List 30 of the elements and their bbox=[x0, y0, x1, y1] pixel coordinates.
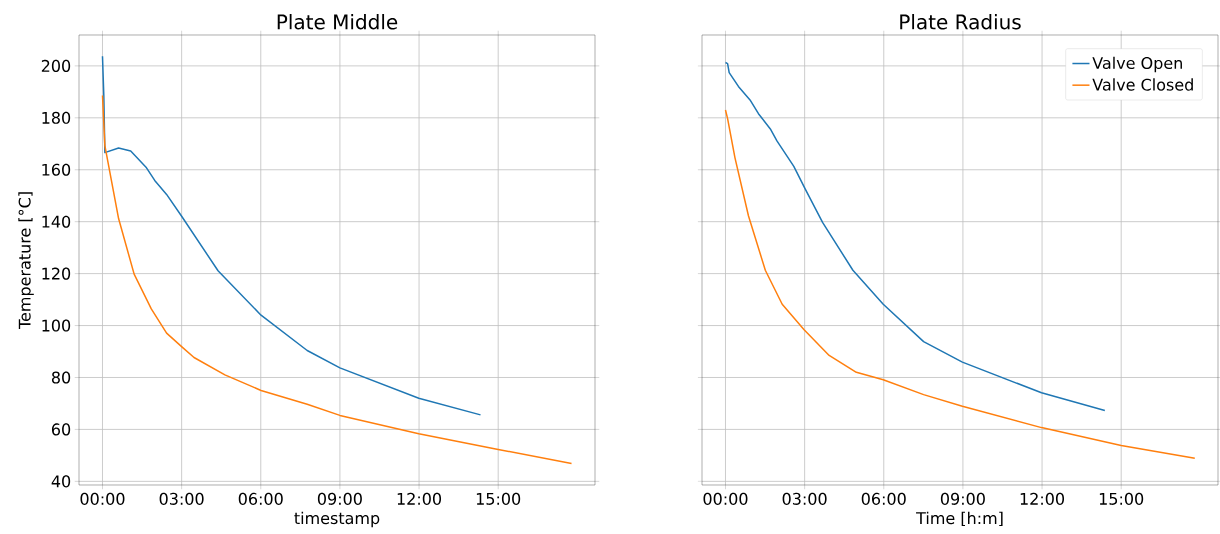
y-tick-label: 200 bbox=[41, 59, 71, 72]
x-tick-label: 12:00 bbox=[1020, 492, 1065, 505]
y-tick-label: 40 bbox=[51, 475, 71, 488]
y-tick-label: 160 bbox=[42, 163, 71, 176]
x-axis-title: Time [h:m] bbox=[916, 511, 1003, 527]
x-tick-label: 06:00 bbox=[238, 492, 283, 505]
x-tick-label: 03:00 bbox=[159, 492, 204, 505]
x-tick-label: 00:00 bbox=[80, 492, 125, 505]
y-tick-label: 140 bbox=[42, 215, 71, 228]
x-tick-label: 06:00 bbox=[861, 492, 906, 505]
x-axis-title: timestamp bbox=[294, 511, 380, 528]
line-series bbox=[101, 55, 482, 416]
chart-title: Plate Radius bbox=[900, 13, 1021, 30]
legend-label: Valve Closed bbox=[1092, 78, 1193, 91]
y-tick-label: 80 bbox=[51, 371, 71, 384]
chart-title: Plate Middle bbox=[277, 13, 398, 30]
x-tick-label: 09:00 bbox=[317, 492, 362, 505]
x-tick-label: 12:00 bbox=[397, 492, 442, 505]
y-axis-title: Temperature [°C] bbox=[18, 192, 34, 330]
legend-label: Valve Open bbox=[1092, 56, 1182, 73]
x-tick-label: 15:00 bbox=[476, 492, 521, 505]
x-tick-label: 00:00 bbox=[703, 492, 748, 505]
x-tick-label: 09:00 bbox=[940, 492, 985, 505]
y-tick-label: 180 bbox=[42, 111, 71, 124]
y-tick-label: 120 bbox=[42, 267, 71, 280]
x-tick-label: 03:00 bbox=[782, 492, 827, 505]
x-tick-label: 15:00 bbox=[1099, 492, 1144, 505]
line-series bbox=[101, 94, 573, 465]
y-tick-label: 60 bbox=[51, 423, 71, 436]
y-tick-label: 100 bbox=[42, 319, 71, 332]
